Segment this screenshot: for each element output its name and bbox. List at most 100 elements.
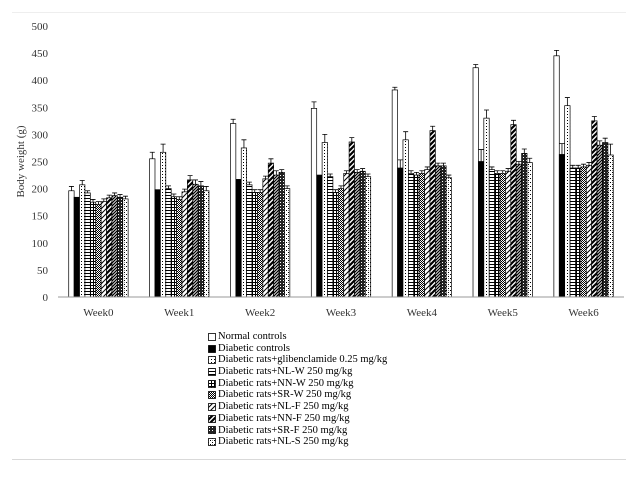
bar	[192, 183, 199, 298]
error-bar	[446, 174, 452, 178]
bar	[332, 192, 339, 298]
error-bar	[257, 189, 263, 193]
error-bar	[365, 173, 371, 177]
bar	[429, 130, 436, 298]
bar	[197, 185, 204, 298]
bar	[607, 154, 614, 298]
error-bar	[403, 131, 409, 140]
error-bar	[516, 161, 522, 165]
bar	[267, 162, 274, 298]
error-bar	[440, 162, 446, 166]
bar	[354, 171, 361, 298]
bar	[494, 173, 501, 298]
error-bar	[554, 49, 560, 56]
bar	[257, 192, 264, 298]
legend-label: Diabetic rats+NL-S 250 mg/kg	[218, 436, 349, 448]
error-bar	[149, 151, 155, 159]
y-tick-label: 450	[32, 48, 49, 60]
error-bar	[187, 175, 193, 180]
error-bar	[608, 143, 614, 155]
legend-swatch	[208, 368, 216, 376]
bar	[321, 142, 328, 298]
bar	[488, 169, 495, 298]
bar	[505, 170, 512, 298]
bar	[564, 105, 571, 298]
error-bar	[101, 198, 107, 202]
bar	[100, 201, 107, 298]
legend-label: Diabetic rats+glibenclamide 0.25 mg/kg	[218, 354, 388, 366]
x-tick-label: Week6	[568, 307, 599, 319]
error-bar	[360, 168, 366, 172]
bar	[68, 190, 75, 298]
bar	[160, 151, 167, 298]
error-bar	[430, 125, 436, 131]
bar	[111, 195, 118, 298]
error-bar	[494, 170, 500, 174]
bar	[176, 199, 183, 298]
error-bar	[408, 170, 414, 174]
bar	[435, 165, 442, 298]
x-tick-label: Week3	[326, 307, 357, 319]
error-bar	[112, 192, 118, 196]
error-bar	[484, 109, 490, 119]
legend-swatch	[208, 426, 216, 435]
bar	[181, 191, 188, 298]
error-bar	[559, 143, 565, 155]
error-bar	[263, 175, 269, 179]
legend-item: Diabetic controls	[208, 343, 387, 355]
bar	[510, 124, 517, 298]
bar	[596, 144, 603, 298]
bar	[327, 176, 334, 298]
error-bar	[241, 139, 247, 148]
error-bar	[230, 118, 236, 124]
bar	[580, 166, 587, 298]
bar	[122, 198, 129, 298]
bar	[591, 120, 598, 298]
error-bar	[435, 162, 441, 166]
bar	[73, 196, 80, 298]
x-tick-label: Week0	[83, 307, 114, 319]
error-bar	[268, 158, 274, 164]
error-bar	[165, 185, 171, 189]
bar	[602, 142, 609, 298]
bar	[348, 141, 355, 298]
bar	[575, 167, 582, 298]
error-bar	[333, 189, 339, 193]
bar	[391, 89, 398, 298]
legend-label: Diabetic rats+SR-W 250 mg/kg	[218, 389, 352, 401]
error-bar	[478, 149, 484, 162]
legend-label: Diabetic controls	[218, 342, 291, 354]
error-bar	[349, 137, 355, 142]
error-bar	[564, 97, 570, 106]
bar	[413, 174, 420, 298]
error-bar	[591, 116, 597, 121]
bar	[526, 162, 533, 298]
legend-swatch	[208, 332, 216, 341]
bar	[521, 153, 528, 298]
bar	[251, 192, 258, 298]
legend-label: Normal controls	[218, 331, 287, 342]
x-tick-label: Week5	[488, 307, 519, 319]
bar	[84, 192, 91, 298]
x-tick-label: Week1	[164, 307, 194, 319]
error-bar	[246, 181, 252, 185]
top-border	[12, 12, 626, 13]
bottom-border	[12, 459, 626, 460]
error-bar	[192, 179, 198, 185]
bar	[558, 154, 566, 298]
error-bar	[392, 86, 398, 90]
error-bar	[273, 170, 279, 176]
error-bar	[327, 173, 333, 177]
legend-swatch	[208, 414, 216, 423]
bar	[95, 203, 102, 298]
bar	[569, 167, 576, 298]
legend-swatch	[208, 379, 216, 388]
error-bar	[311, 101, 317, 109]
error-bar	[343, 170, 349, 174]
error-bar	[419, 170, 425, 174]
error-bar	[284, 185, 290, 189]
error-bar	[203, 186, 209, 191]
bar	[515, 163, 522, 298]
bar	[440, 165, 447, 298]
